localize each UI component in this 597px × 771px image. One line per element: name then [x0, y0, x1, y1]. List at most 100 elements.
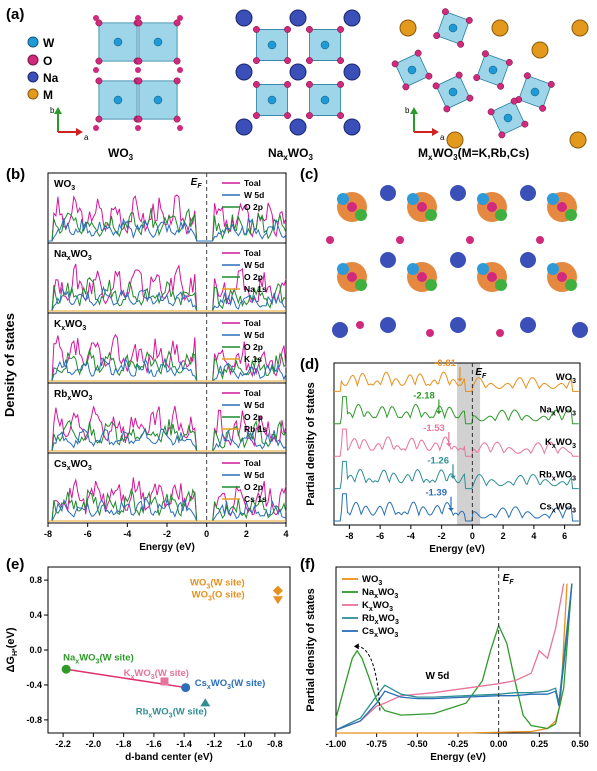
dos-legend-label: W 5d: [244, 470, 264, 480]
scatter-xtick-label: -2.0: [86, 739, 102, 749]
oxygen-atom: [391, 60, 399, 68]
d-band-center-arrowhead: [450, 475, 457, 479]
dos-legend-label: W 5d: [244, 330, 264, 340]
pdos-xlabel: Energy (eV): [429, 544, 485, 555]
pdos-curve-RbxWO3: [334, 460, 579, 490]
scatter-xtick-label: -1.8: [116, 739, 132, 749]
dos-legend-label: Cs 1s: [244, 494, 267, 504]
scatter-point-label: NaxWO3(W site): [63, 652, 134, 665]
oxygen-atom: [457, 40, 465, 48]
panel-d-pdos: Partial density of states -0.81 WO3 -2.18 Na…: [305, 358, 581, 555]
pdos-curve-name: KxWO3: [545, 437, 576, 450]
oxygen-atom: [95, 115, 103, 123]
sodium-atom: [332, 322, 348, 338]
oxygen-atom: [465, 16, 473, 24]
dos-legend-label: Toal: [244, 248, 261, 258]
sodium-atom: [343, 63, 361, 81]
oxygen-atom: [487, 202, 497, 212]
charge-blob-negative: [547, 193, 559, 205]
oxygen-atom: [177, 125, 183, 131]
oxygen-atom: [135, 57, 143, 65]
dos-xtick-label: -6: [84, 529, 92, 539]
atom-legend: W O Na M: [27, 36, 59, 102]
scatter-ytick-label: -0.8: [26, 715, 42, 725]
highlight-band: [457, 363, 481, 525]
pdos-curve-name: RbxWO3: [539, 469, 576, 482]
oxygen-atom: [173, 57, 181, 65]
scatter-point-NaxWO3(W site): [61, 664, 71, 674]
oxygen-atom: [396, 236, 404, 244]
pdos-xtick-label: 2: [501, 531, 506, 541]
charge-blob-negative: [547, 263, 559, 275]
scatter-point-label: RbxWO3(W site): [136, 707, 207, 720]
scatter-point-CsxWO3(W site): [181, 683, 191, 693]
axes-indicator-2: b a: [405, 106, 445, 142]
panel-label-a: (a): [6, 6, 25, 23]
oxygen-atom: [433, 32, 441, 40]
sodium-atom: [520, 317, 536, 333]
sodium-atom: [380, 252, 396, 268]
panel-a-structures: W O Na M b a b a WO3 NaxWO3 MxWO3(M=K,Rb…: [27, 8, 589, 162]
dos-row-name: NaxWO3: [54, 249, 92, 262]
panel-label-e: (e): [6, 556, 25, 573]
oxygen-atom: [284, 80, 292, 88]
scatter-xtick-label: -1.4: [176, 739, 192, 749]
dos-xtick-label: 4: [283, 529, 288, 539]
line-legend-label: NaxWO3: [362, 587, 398, 600]
oxygen-atom: [95, 19, 103, 27]
scatter-point-label: WO3(O site): [192, 590, 245, 603]
oxygen-atom: [443, 105, 451, 113]
pdos-xtick-label: 4: [531, 531, 536, 541]
tungsten-atom: [320, 95, 330, 105]
fermi-label: EF: [191, 177, 203, 190]
charge-blob-positive: [495, 209, 507, 221]
dos-legend-label: Toal: [244, 178, 261, 188]
oxygen-atom: [497, 82, 505, 90]
oxygen-atom: [425, 72, 433, 80]
dos-legend-label: Na 1s: [244, 284, 267, 294]
pdos-curve-name: WO3: [556, 372, 576, 385]
dos-legend-label: Toal: [244, 318, 261, 328]
oxygen-atom: [305, 25, 313, 33]
legend-o-atom: [27, 54, 39, 66]
pdos-frame: [333, 362, 581, 526]
oxygen-atom: [539, 104, 547, 112]
line-xtick-label: 0.25: [531, 739, 549, 749]
pdos-curve-NaxWO3: [334, 396, 579, 425]
scatter-point-label: CsxWO3(W site): [195, 678, 266, 691]
dos-xtick-label: 0: [204, 529, 209, 539]
sodium-atom: [380, 185, 396, 201]
tungsten-atom: [530, 87, 540, 97]
tungsten-atom: [153, 95, 163, 105]
oxygen-atom: [252, 112, 260, 120]
line-ylabel: Partial density of states: [305, 588, 317, 712]
d-band-center-arrowhead: [456, 378, 463, 382]
oxygen-atom: [135, 67, 141, 73]
axis-a-label: a: [440, 133, 445, 142]
oxygen-atom: [326, 236, 334, 244]
legend-w-atom: [27, 36, 39, 48]
dos-curve: [48, 356, 287, 382]
dos-curve: [48, 477, 287, 522]
legend-m-label: M: [43, 88, 53, 102]
sodium-atom: [235, 9, 253, 27]
tungsten-atom: [448, 23, 458, 33]
sodium-atom: [289, 63, 307, 81]
naxwo3-structure: [235, 9, 361, 136]
scatter-point-WO3(O site): [272, 596, 283, 605]
d-band-center-arrowhead: [448, 508, 455, 512]
dos-legend-label: Toal: [244, 388, 261, 398]
m-atom: [531, 41, 549, 59]
scatter-xlabel: d-band center (eV): [125, 752, 213, 763]
fermi-label: EF: [475, 367, 487, 380]
oxygen-atom: [498, 131, 506, 139]
tungsten-atom: [320, 40, 330, 50]
scatter-ylabel: ΔGH*(eV): [5, 627, 19, 672]
charge-blob-positive: [565, 209, 577, 221]
scatter-xtick-label: -1.2: [207, 739, 223, 749]
oxygen-atom: [347, 202, 357, 212]
dos-curve: [48, 333, 287, 382]
scatter-ytick-label: -0.4: [26, 680, 42, 690]
dos-curve: [48, 217, 287, 242]
scatter-xtick-label: -0.8: [267, 739, 283, 749]
